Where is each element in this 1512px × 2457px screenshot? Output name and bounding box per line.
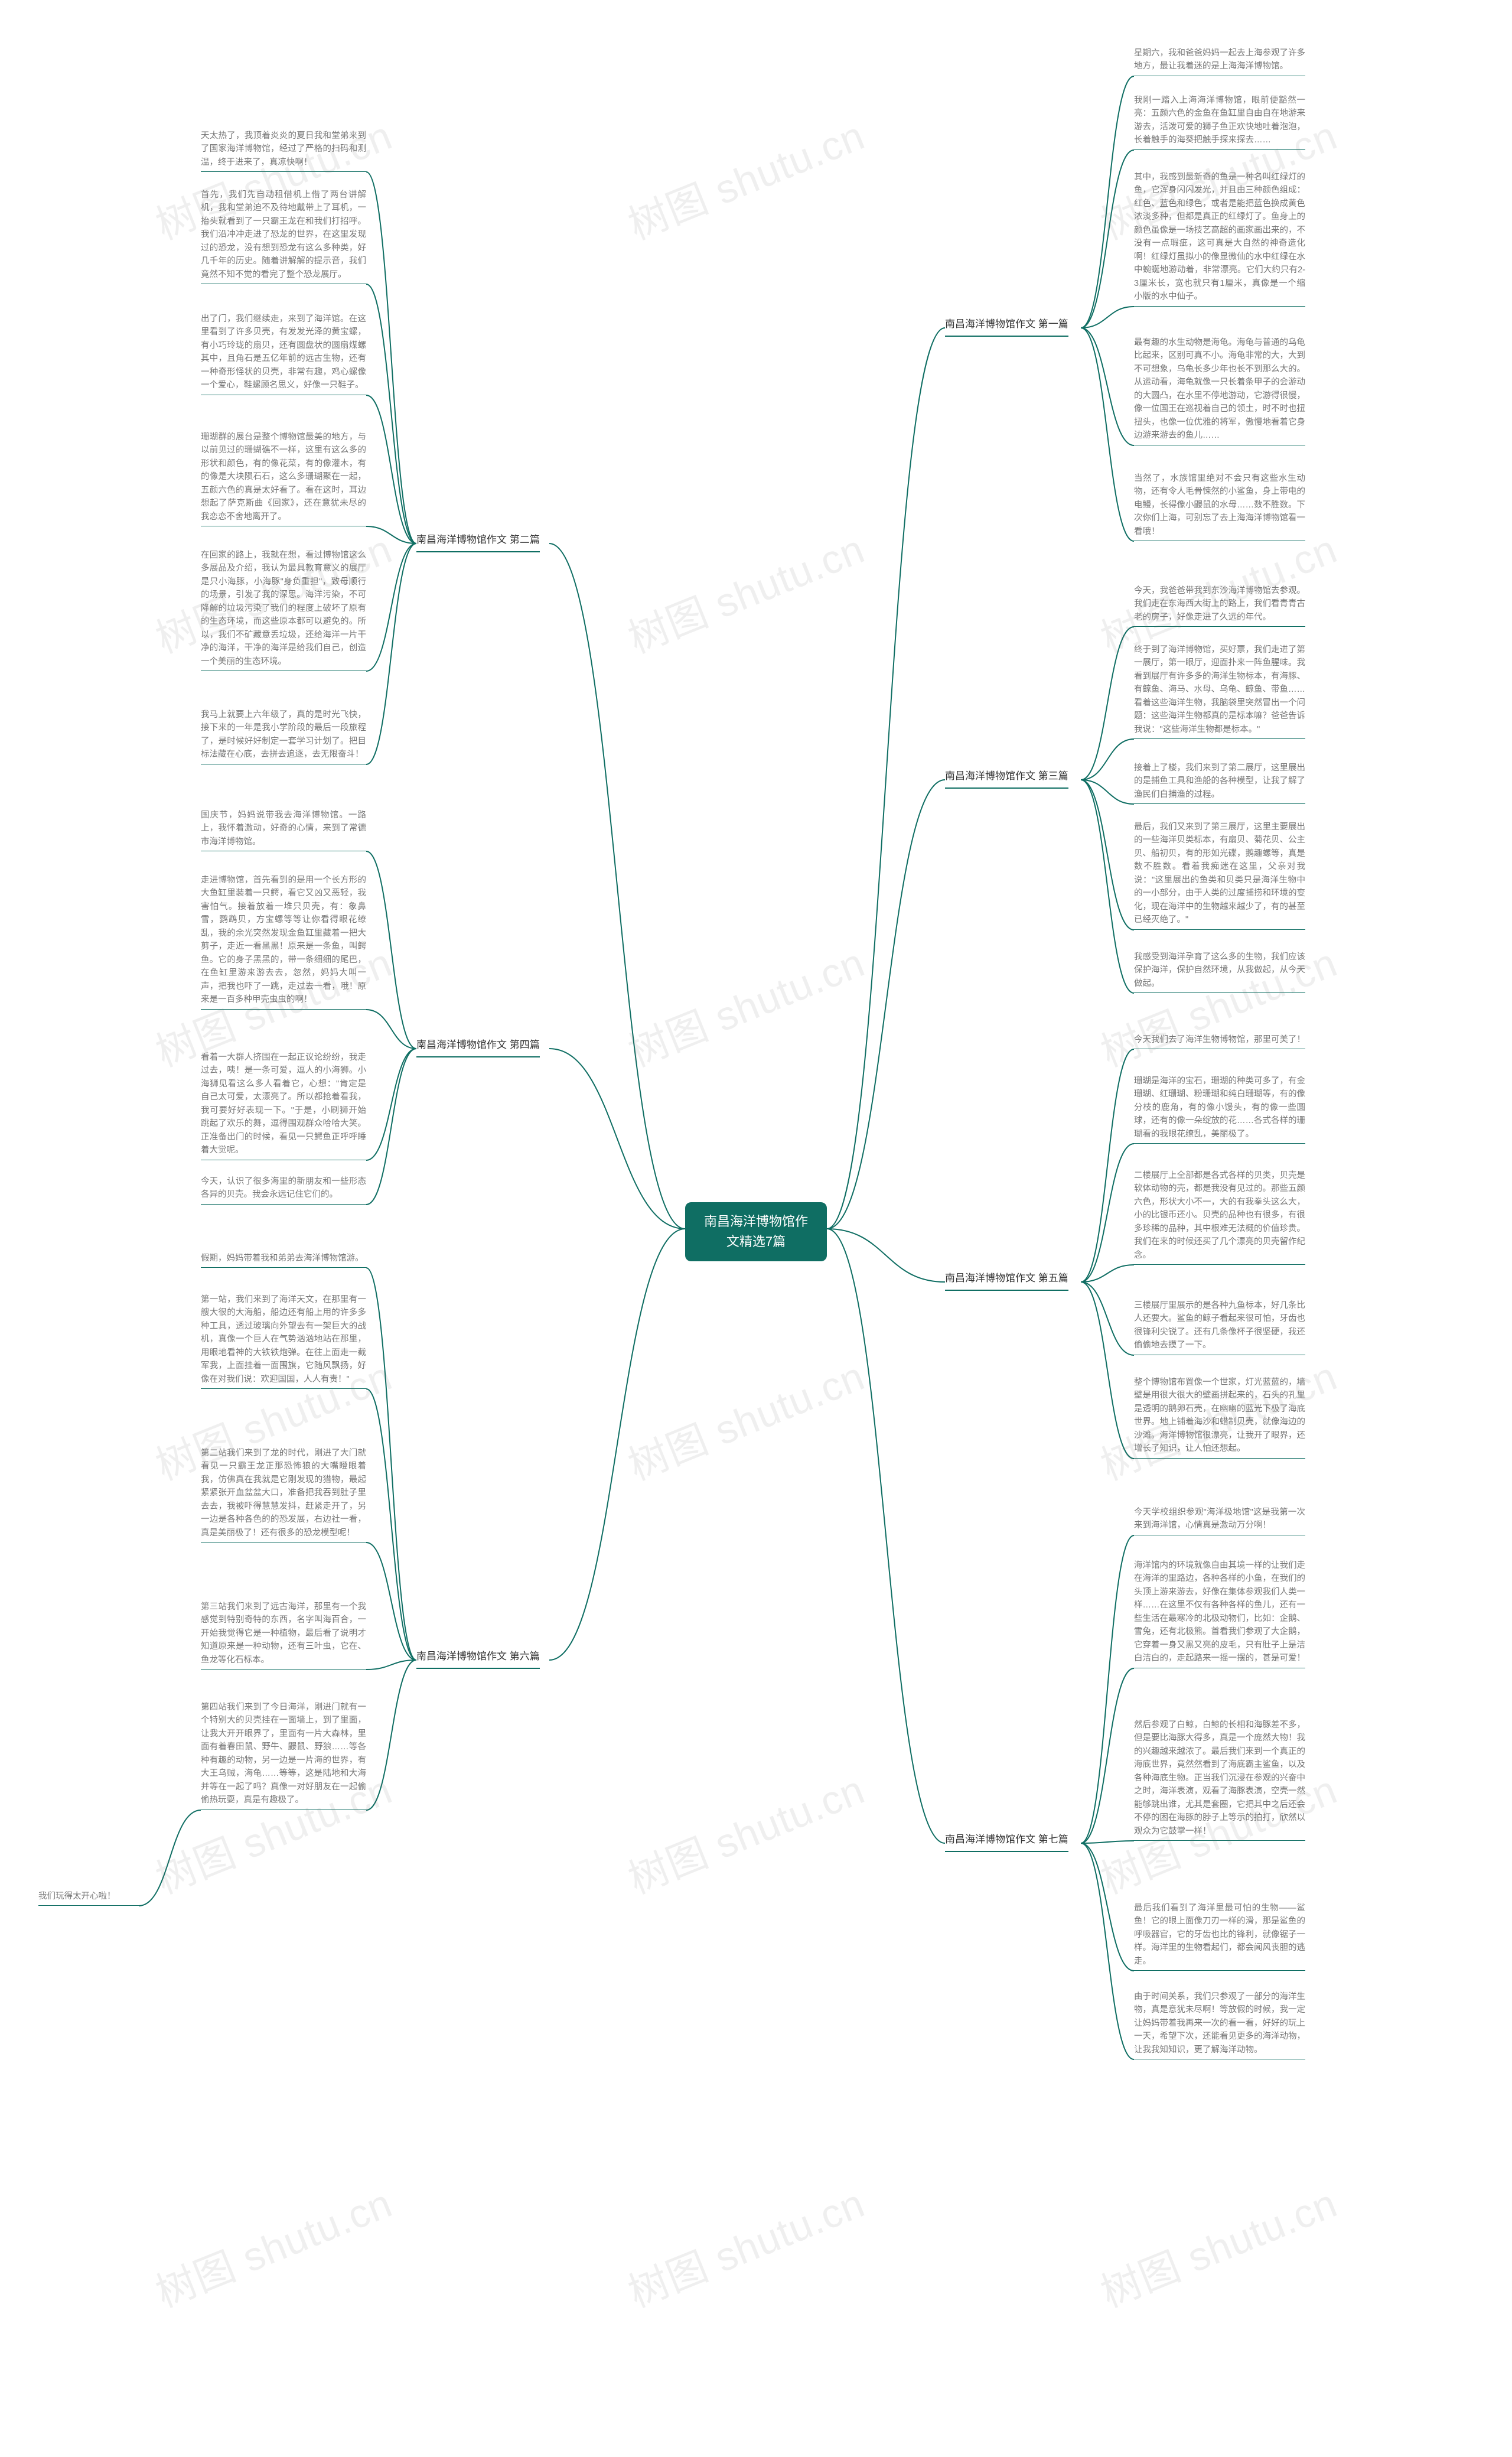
leaf-l2-2: 出了门，我们继续走，来到了海洋馆。在这里看到了许多贝壳，有发发光泽的黄宝螺，有小… [201,310,366,395]
leaf-l4-3: 今天，认识了很多海里的新朋友和一些形态各异的贝壳。我会永远记住它们的。 [201,1173,366,1205]
leaf-r3-3: 最后，我们又来到了第三展厅，这里主要展出的一些海洋贝类标本，有扇贝、菊花贝、公主… [1134,818,1305,930]
leaf-r5-2: 二楼展厅上全部都是各式各样的贝类，贝壳是软体动物的壳，都是我没有见过的。那些五颜… [1134,1167,1305,1265]
branch-right-3-label: 南昌海洋博物馆作文 第三篇 [945,770,1068,782]
branch-right-1-label: 南昌海洋博物馆作文 第一篇 [945,318,1068,330]
leaf-l4-2: 看着一大群人挤围在一起正议论纷纷，我走过去，咦！是一条可爱，逗人的小海狮。小海狮… [201,1049,366,1160]
leaf-r7-0: 今天学校组织参观"海洋极地馆"这是我第一次来到海洋馆，心情真是激动万分啊！ [1134,1504,1305,1535]
center-text: 南昌海洋博物馆作文精选7篇 [704,1214,808,1249]
leaf-l4-0: 国庆节，妈妈说带我去海洋博物馆。一路上，我怀着激动，好奇的心情，来到了常德市海洋… [201,806,366,851]
branch-right-5: 南昌海洋博物馆作文 第五篇 [945,1267,1068,1291]
branch-right-7-label: 南昌海洋博物馆作文 第七篇 [945,1834,1068,1845]
leaf-l2-0: 天太热了，我顶着炎炎的夏日我和堂弟来到了国家海洋博物馆，经过了严格的扫码和测温，… [201,127,366,172]
branch-left-2: 南昌海洋博物馆作文 第二篇 [416,529,540,552]
leaf-l4-1: 走进博物馆，首先看到的是用一个长方形的大鱼缸里装着一只鳄，看它又凶又恶轻，我害怕… [201,871,366,1010]
leaf-l6-4: 第四站我们来到了今日海洋，刚进门就有一个特别大的贝壳挂在一面墙上，到了里面，让我… [201,1698,366,1810]
leaf-l2-1: 首先，我们先自动租借机上借了两台讲解机，我和堂弟迫不及待地戴带上了耳机，一抬头就… [201,186,366,284]
leaf-r7-4: 由于时间关系，我们只参观了一部分的海洋生物，真是意犹未尽啊！等放假的时候，我一定… [1134,1988,1305,2059]
branch-left-2-label: 南昌海洋博物馆作文 第二篇 [416,534,540,545]
leaf-r7-3: 最后我们看到了海洋里最可怕的生物——鲨鱼！它的眼上面像刀刃一样的滑，那是鲨鱼的呼… [1134,1899,1305,1971]
watermark: 树图 shutu.cn [618,103,872,250]
leaf-l6-2: 第二站我们来到了龙的时代，刚进了大门就看见一只霸王龙正那恐怖狼的大嘴瞪眼着我，仿… [201,1444,366,1542]
leaf-r5-4: 整个博物馆布置像一个世家，灯光蓝蓝的，墙壁是用很大很大的壁画拼起来的，石头的孔里… [1134,1374,1305,1459]
leaf-l2-3: 珊瑚群的展台是整个博物馆最美的地方，与以前见过的珊蝴礁不一样，这里有这么多的形状… [201,428,366,526]
leaf-r3-2: 接着上了楼，我们来到了第二展厅，这里展出的是捕鱼工具和渔船的各种模型，让我了解了… [1134,759,1305,804]
branch-right-3: 南昌海洋博物馆作文 第三篇 [945,765,1068,789]
branch-right-1: 南昌海洋博物馆作文 第一篇 [945,313,1068,337]
leaf-r3-4: 我感受到海洋孕育了这么多的生物，我们应该保护海洋，保护自然环境，从我做起，从今天… [1134,948,1305,993]
watermark: 树图 shutu.cn [1091,2170,1344,2318]
leaf-r1-4: 当然了，水族馆里绝对不会只有这些水生动物，还有令人毛骨悚然的小鲨鱼，身上带电的电… [1134,470,1305,541]
leaf-r1-1: 我刚一踏入上海海洋博物馆，眼前便豁然一亮：五颜六色的金鱼在鱼缸里自由自在地游来游… [1134,92,1305,150]
watermark: 树图 shutu.cn [618,1757,872,1905]
leaf-r7-1: 海洋馆内的环境就像自由其境一样的让我们走在海洋的里路边，各种各样的小鱼，在我们的… [1134,1557,1305,1668]
leaf-r5-0: 今天我们去了海洋生物博物馆，那里可美了！ [1134,1031,1305,1049]
leaf-r1-3: 最有趣的水生动物是海龟。海龟与普通的乌龟比起来，区别可真不小。海龟非常的大，大到… [1134,334,1305,445]
leaf-r5-1: 珊瑚是海洋的宝石，珊瑚的种类可多了，有金珊瑚、红珊瑚、粉珊瑚和纯白珊瑚等，有的像… [1134,1072,1305,1144]
branch-left-4-label: 南昌海洋博物馆作文 第四篇 [416,1039,540,1050]
watermark: 树图 shutu.cn [618,2170,872,2318]
watermark: 树图 shutu.cn [146,2170,399,2318]
leaf-l2-4: 在回家的路上，我就在想，看过博物馆这么多展品及介绍，我认为最具教育意义的展厅是只… [201,546,366,671]
branch-left-4: 南昌海洋博物馆作文 第四篇 [416,1034,540,1057]
branch-right-5-label: 南昌海洋博物馆作文 第五篇 [945,1273,1068,1284]
leaf-r1-0: 星期六，我和爸爸妈妈一起去上海参观了许多地方，最让我着迷的是上海海洋博物馆。 [1134,44,1305,76]
branch-left-6: 南昌海洋博物馆作文 第六篇 [416,1645,540,1669]
leaf-l6-1: 第一站，我们来到了海洋天文，在那里有一艘大很的大海船，船边还有船上用的许多多种工… [201,1291,366,1389]
leaf-l6-3: 第三站我们来到了远古海洋，那里有一个我感觉到特别奇特的东西，名字叫海百合，一开始… [201,1598,366,1670]
leaf-r3-1: 终于到了海洋博物馆，买好票，我们走进了第一展厅，第一眼厅，迎面扑来一阵鱼腥味。我… [1134,641,1305,739]
leaf-r5-3: 三楼展厅里展示的是各种九鱼标本，好几条比人还要大。鲨鱼的鲸子看起来很可怕，牙齿也… [1134,1297,1305,1355]
branch-left-6-label: 南昌海洋博物馆作文 第六篇 [416,1651,540,1662]
watermark: 树图 shutu.cn [618,930,872,1078]
watermark: 树图 shutu.cn [618,1343,872,1491]
leaf-r1-2: 其中，我感到最新奇的鱼是一种名叫红绿灯的鱼，它浑身闪闪发光，并且由三种颜色组成：… [1134,168,1305,307]
watermark: 树图 shutu.cn [618,516,872,664]
leaf-r7-2: 然后参观了白鲸，白鲸的长相和海豚差不多，但是要比海豚大得多，真是一个庞然大物！我… [1134,1716,1305,1841]
leaf-l6-0: 假期，妈妈带着我和弟弟去海洋博物馆游。 [201,1249,366,1268]
leaf-r3-0: 今天，我爸爸带我到东沙海洋博物馆去参观。我们走在东海西大街上的路上，我们看青青古… [1134,582,1305,627]
leaf-l6-5: 我们玩得太开心啦！ [38,1888,139,1906]
center-node: 南昌海洋博物馆作文精选7篇 [685,1202,827,1261]
branch-right-7: 南昌海洋博物馆作文 第七篇 [945,1828,1068,1852]
leaf-l2-5: 我马上就要上六年级了，真的是时光飞快，接下来的一年是我小学阶段的最后一段旅程了，… [201,706,366,764]
